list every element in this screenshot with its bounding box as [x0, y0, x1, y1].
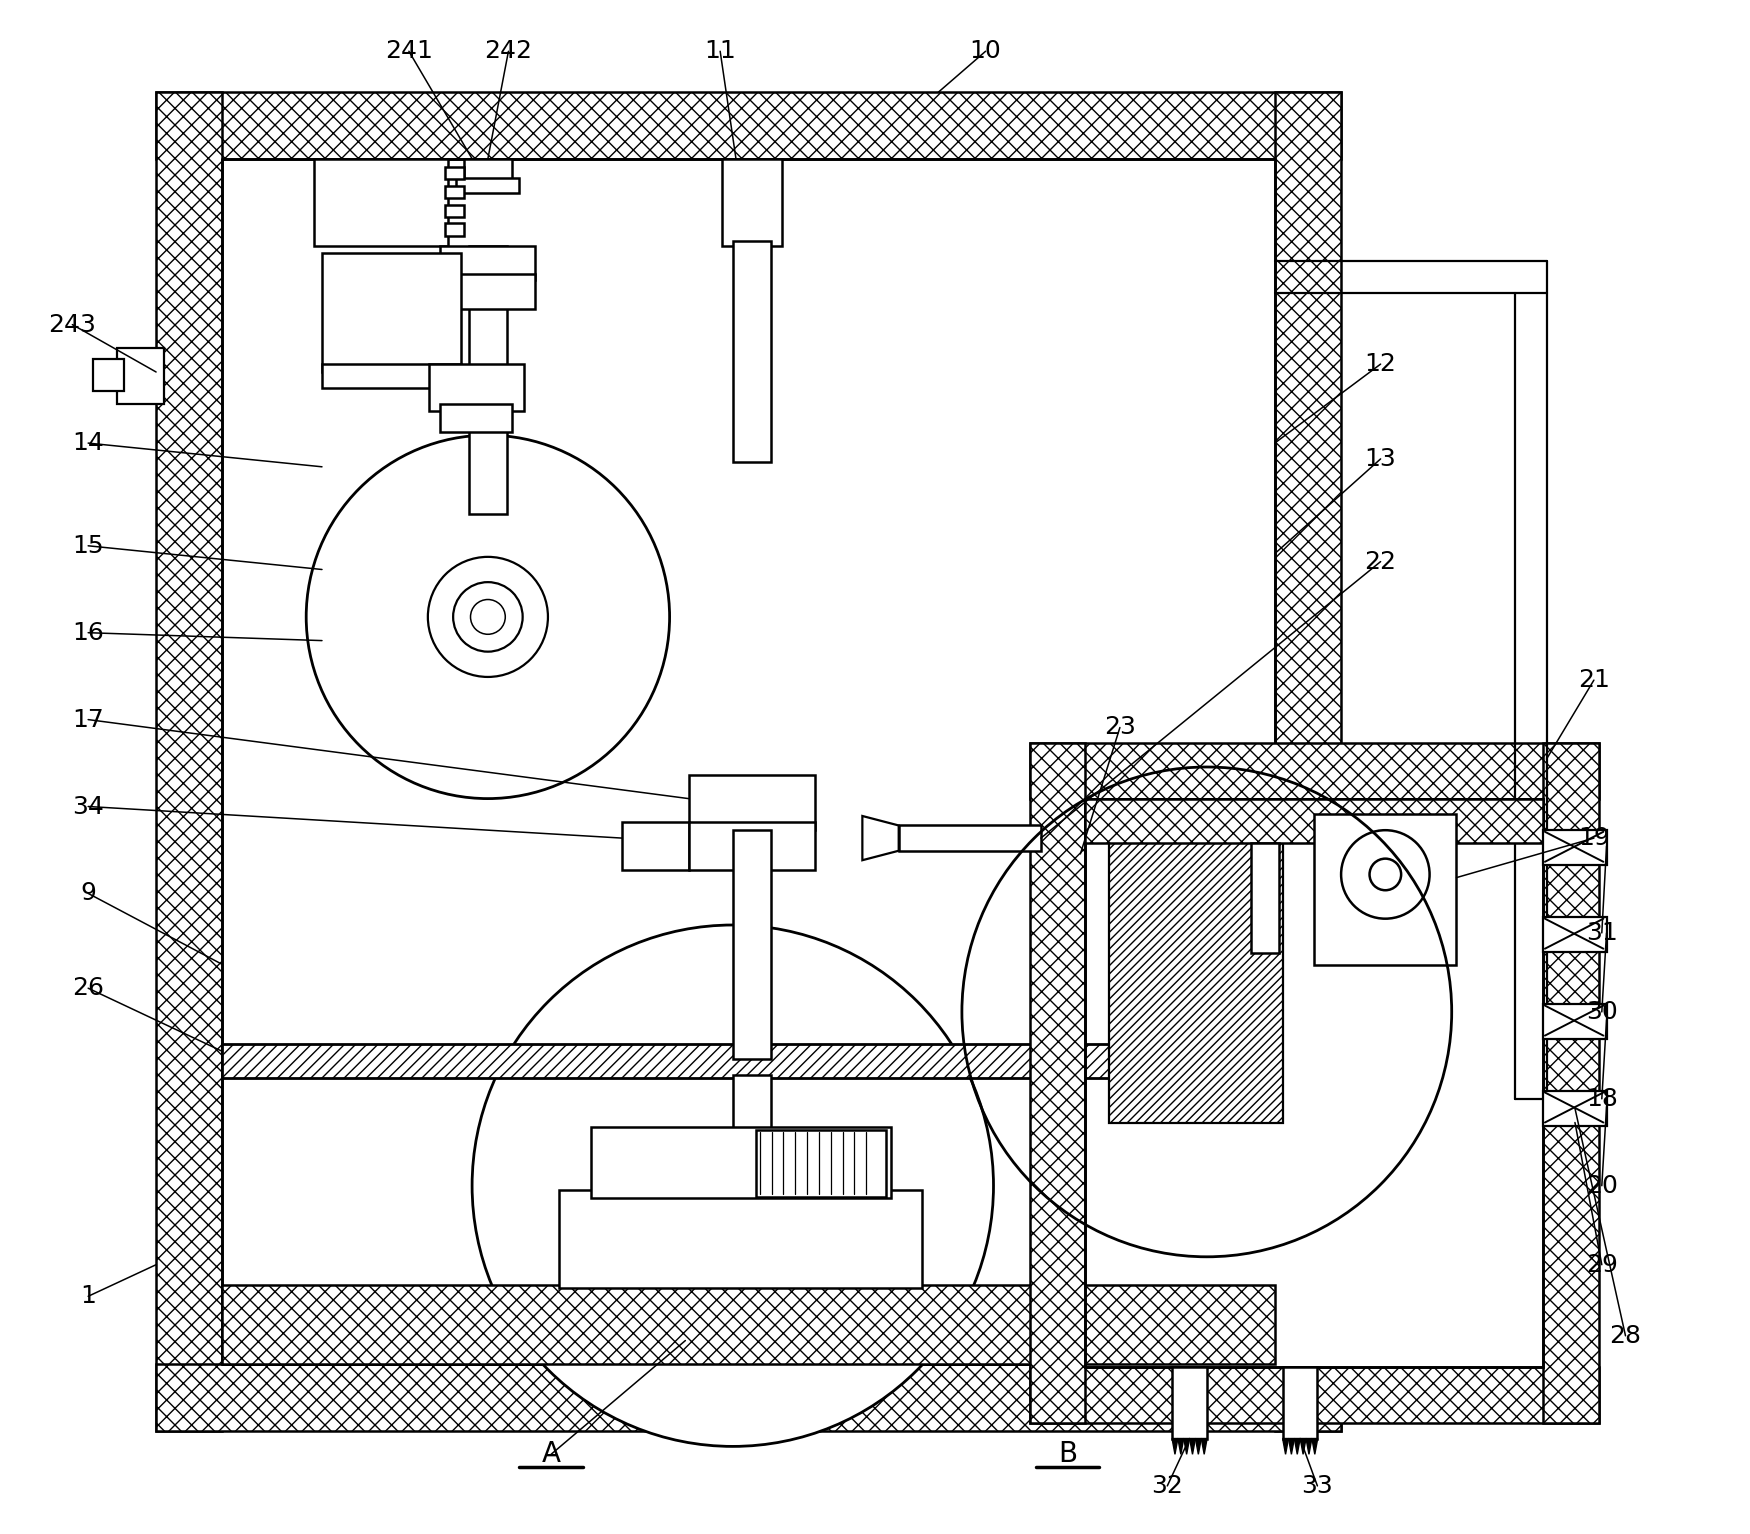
- Text: 31: 31: [1586, 920, 1617, 945]
- Bar: [444, 224, 464, 236]
- Bar: [1544, 1091, 1606, 1126]
- Text: 242: 242: [485, 40, 532, 63]
- Bar: [441, 275, 536, 308]
- Text: 13: 13: [1365, 446, 1396, 471]
- Bar: [464, 158, 511, 183]
- Text: 26: 26: [72, 976, 105, 1000]
- Bar: [1085, 799, 1544, 1367]
- Bar: [1314, 815, 1456, 965]
- Text: 243: 243: [49, 313, 96, 336]
- Text: 18: 18: [1586, 1086, 1617, 1111]
- Bar: [441, 245, 536, 281]
- Polygon shape: [1283, 1439, 1288, 1454]
- Bar: [721, 158, 782, 245]
- Bar: [1544, 1003, 1606, 1039]
- Polygon shape: [1288, 1439, 1295, 1454]
- Bar: [590, 1127, 891, 1198]
- Text: 21: 21: [1578, 669, 1610, 692]
- Text: 1: 1: [80, 1284, 96, 1309]
- Bar: [1544, 744, 1600, 1422]
- Bar: [1029, 744, 1085, 1422]
- Circle shape: [453, 581, 523, 652]
- Bar: [429, 364, 525, 411]
- Text: 16: 16: [72, 621, 103, 644]
- Text: 14: 14: [72, 431, 103, 456]
- Text: 33: 33: [1302, 1474, 1334, 1497]
- Circle shape: [471, 600, 506, 634]
- Text: A: A: [541, 1440, 560, 1468]
- Bar: [222, 1285, 1274, 1364]
- Bar: [1274, 92, 1340, 1431]
- Bar: [313, 158, 448, 245]
- Circle shape: [1340, 830, 1430, 919]
- Bar: [444, 186, 464, 198]
- Bar: [733, 830, 770, 1060]
- Text: 9: 9: [80, 882, 96, 905]
- Bar: [222, 158, 1274, 1364]
- Circle shape: [306, 436, 670, 799]
- Text: 19: 19: [1578, 827, 1610, 850]
- Bar: [1110, 822, 1283, 1123]
- Text: 30: 30: [1586, 1000, 1617, 1023]
- Bar: [444, 167, 464, 179]
- Bar: [117, 348, 164, 403]
- Bar: [156, 92, 1340, 158]
- Bar: [444, 204, 464, 218]
- Bar: [156, 92, 222, 1431]
- Text: 17: 17: [72, 707, 103, 732]
- Text: 12: 12: [1365, 353, 1396, 376]
- Polygon shape: [1172, 1439, 1178, 1454]
- Bar: [1544, 917, 1606, 953]
- Bar: [322, 364, 460, 388]
- Bar: [469, 245, 507, 514]
- Polygon shape: [1195, 1439, 1200, 1454]
- Bar: [1283, 1367, 1318, 1439]
- Bar: [623, 822, 688, 870]
- Polygon shape: [863, 816, 900, 861]
- Text: 22: 22: [1365, 549, 1396, 574]
- Circle shape: [473, 925, 994, 1447]
- Bar: [733, 1075, 770, 1186]
- Text: 34: 34: [72, 795, 103, 819]
- Circle shape: [1370, 859, 1402, 890]
- Text: 15: 15: [72, 534, 103, 558]
- Bar: [688, 822, 816, 870]
- Bar: [156, 1364, 1340, 1431]
- Text: B: B: [1059, 1440, 1078, 1468]
- Polygon shape: [1295, 1439, 1300, 1454]
- Bar: [688, 775, 816, 830]
- Bar: [558, 1190, 922, 1289]
- Text: 20: 20: [1586, 1174, 1617, 1198]
- Text: 32: 32: [1152, 1474, 1183, 1497]
- Text: 11: 11: [704, 40, 737, 63]
- Bar: [733, 241, 770, 462]
- Text: 23: 23: [1104, 715, 1136, 739]
- Bar: [1172, 1367, 1207, 1439]
- Polygon shape: [1312, 1439, 1318, 1454]
- Bar: [322, 253, 460, 373]
- Polygon shape: [1300, 1439, 1306, 1454]
- Bar: [1544, 830, 1606, 865]
- Polygon shape: [1306, 1439, 1312, 1454]
- Bar: [222, 1043, 1274, 1078]
- Bar: [93, 359, 124, 391]
- Bar: [1085, 799, 1544, 842]
- Text: 28: 28: [1610, 1324, 1641, 1348]
- Polygon shape: [1183, 1439, 1190, 1454]
- Bar: [1251, 842, 1279, 954]
- Polygon shape: [1178, 1439, 1183, 1454]
- Circle shape: [427, 557, 548, 676]
- Text: 29: 29: [1586, 1253, 1617, 1276]
- Bar: [1029, 744, 1600, 799]
- Bar: [900, 825, 1041, 851]
- Polygon shape: [1190, 1439, 1195, 1454]
- Bar: [756, 1131, 886, 1197]
- Bar: [1029, 1367, 1600, 1422]
- Bar: [457, 178, 520, 193]
- Text: 241: 241: [385, 40, 432, 63]
- Polygon shape: [1200, 1439, 1207, 1454]
- Text: 10: 10: [970, 40, 1001, 63]
- Bar: [441, 403, 511, 433]
- Bar: [1085, 799, 1544, 1367]
